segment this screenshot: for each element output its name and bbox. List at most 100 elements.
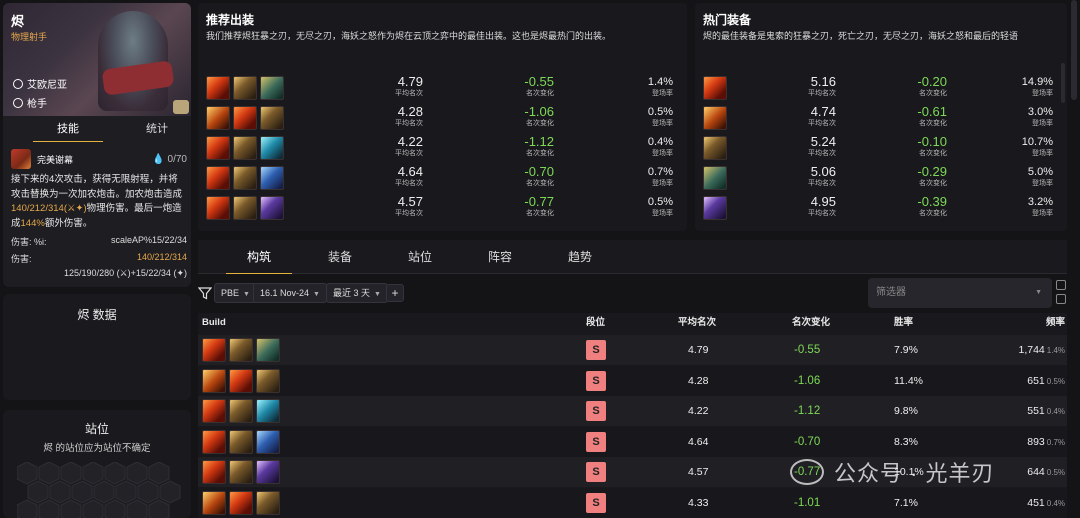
avg-placement-stat: 4.22 平均名次	[378, 135, 423, 158]
item-icon[interactable]	[256, 399, 280, 423]
item-icon[interactable]	[202, 399, 226, 423]
table-row[interactable]: S 4.64 -0.70 8.3% 893 0.7%	[198, 426, 1067, 457]
item-icon[interactable]	[256, 429, 280, 454]
hot-items-panel: 热门装备 烬的最佳装备是鬼索的狂暴之刃，死亡之刃，无尽之刃，海妖之怒和最后的轻语…	[695, 3, 1067, 231]
build-item-group	[202, 457, 283, 487]
item-icon[interactable]	[703, 106, 727, 130]
class-icon	[13, 97, 23, 108]
tab-skill[interactable]: 技能	[33, 116, 103, 142]
item-icon[interactable]	[229, 338, 253, 362]
tab-trends[interactable]: 趋势	[567, 250, 592, 264]
chart-view-icon[interactable]	[1056, 294, 1066, 304]
tab-builds[interactable]: 构筑	[226, 240, 292, 274]
item-icon[interactable]	[229, 490, 253, 515]
filter-bar: PBE ▼ 16.1 Nov-24 ▼ 最近 3 天 ▼ + 筛选器 ▼	[198, 278, 1067, 310]
skill-name: 完美谢幕	[37, 154, 74, 165]
set-select[interactable]: PBE ▼	[214, 283, 257, 303]
item-icon[interactable]	[229, 460, 253, 484]
range-select[interactable]: 最近 3 天 ▼	[326, 283, 388, 303]
avg-placement-stat: 4.57 平均名次	[378, 195, 423, 218]
table-row[interactable]: S 4.79 -0.55 7.9% 1,744 1.4%	[198, 335, 1067, 365]
item-icon[interactable]	[229, 429, 253, 454]
frequency-count: 451	[1027, 496, 1045, 509]
item-icon[interactable]	[260, 76, 284, 100]
item-icon[interactable]	[229, 368, 253, 393]
item-icon[interactable]	[703, 166, 727, 190]
table-row[interactable]: S 4.22 -1.12 9.8% 551 0.4%	[198, 396, 1067, 426]
recommended-title: 推荐出装	[206, 13, 255, 27]
col-header-win[interactable]: 胜率	[894, 317, 914, 328]
table-row[interactable]: S 4.28 -1.06 11.4% 651 0.5%	[198, 365, 1067, 396]
table-row[interactable]: S 4.33 -1.01 7.1% 451 0.4%	[198, 487, 1067, 518]
tier-badge: S	[586, 492, 606, 513]
col-header-avg[interactable]: 平均名次	[678, 317, 717, 328]
item-icon[interactable]	[260, 136, 284, 160]
skill-icon	[11, 149, 31, 169]
filter-search-input[interactable]: 筛选器 ▼	[868, 278, 1052, 308]
item-icon[interactable]	[202, 490, 226, 515]
item-icon[interactable]	[202, 429, 226, 454]
tier-badge: S	[586, 340, 606, 360]
table-row[interactable]: S 4.57 -0.77 10.1% 644 0.5%	[198, 457, 1067, 487]
hot-item[interactable]	[703, 103, 730, 133]
col-header-build[interactable]: Build	[202, 317, 226, 328]
build-item-group[interactable]	[206, 193, 287, 223]
placement-change-label: 名次变化	[919, 180, 947, 187]
item-icon[interactable]	[206, 136, 230, 160]
col-header-change[interactable]: 名次变化	[792, 317, 831, 328]
item-icon[interactable]	[256, 460, 280, 484]
item-icon[interactable]	[206, 106, 230, 130]
item-icon[interactable]	[206, 166, 230, 190]
patch-select[interactable]: 16.1 Nov-24 ▼	[253, 283, 327, 303]
hot-item[interactable]	[703, 133, 730, 163]
hot-item[interactable]	[703, 193, 730, 223]
skill-stat-value: scaleAP%15/22/34	[110, 235, 187, 245]
scrollbar[interactable]	[1061, 63, 1065, 103]
build-item-group[interactable]	[206, 133, 287, 163]
item-icon[interactable]	[260, 196, 284, 220]
filter-funnel-icon[interactable]	[198, 286, 212, 300]
col-header-tier[interactable]: 段位	[586, 317, 606, 328]
item-icon[interactable]	[233, 136, 257, 160]
tab-comps[interactable]: 阵容	[487, 250, 512, 264]
item-icon[interactable]	[206, 76, 230, 100]
tab-stats[interactable]: 统计	[146, 123, 168, 135]
item-icon[interactable]	[206, 196, 230, 220]
position-title: 站位	[84, 422, 109, 436]
skill-desc-part2: 物理伤害。最后一炮造成	[11, 203, 182, 229]
frequency-cell: 651 0.5%	[1027, 366, 1065, 396]
item-icon[interactable]	[202, 368, 226, 393]
item-icon[interactable]	[256, 490, 280, 515]
grid-view-icon[interactable]	[1056, 280, 1066, 290]
page-scrollbar[interactable]	[1071, 0, 1077, 100]
item-icon[interactable]	[229, 399, 253, 423]
add-filter-button[interactable]: +	[386, 284, 404, 302]
avg-placement-value: 5.16	[810, 74, 836, 89]
tab-positioning[interactable]: 站位	[407, 250, 432, 264]
position-subtitle: 烬 的站位应为站位不确定	[43, 443, 151, 454]
build-item-group[interactable]	[206, 73, 287, 103]
item-icon[interactable]	[233, 166, 257, 190]
build-item-group[interactable]	[206, 163, 287, 193]
item-icon[interactable]	[260, 106, 284, 130]
item-icon[interactable]	[256, 368, 280, 393]
item-icon[interactable]	[202, 338, 226, 362]
item-icon[interactable]	[233, 106, 257, 130]
item-icon[interactable]	[703, 196, 727, 220]
tab-items[interactable]: 装备	[327, 250, 352, 264]
item-icon[interactable]	[233, 196, 257, 220]
item-icon[interactable]	[703, 76, 727, 100]
item-icon[interactable]	[260, 166, 284, 190]
col-header-freq[interactable]: 频率	[1046, 317, 1066, 328]
frequency-cell: 1,744 1.4%	[1018, 335, 1065, 365]
item-icon[interactable]	[202, 460, 226, 484]
build-item-group[interactable]	[206, 103, 287, 133]
item-icon[interactable]	[703, 136, 727, 160]
placement-change-value: -1.06	[524, 104, 554, 119]
item-icon[interactable]	[256, 338, 280, 362]
hot-item[interactable]	[703, 163, 730, 193]
skill-stat-part: )+15/22/34 (	[127, 268, 177, 278]
skill-stat-label: 伤害:	[11, 254, 32, 264]
item-icon[interactable]	[233, 76, 257, 100]
hot-item[interactable]	[703, 73, 730, 103]
